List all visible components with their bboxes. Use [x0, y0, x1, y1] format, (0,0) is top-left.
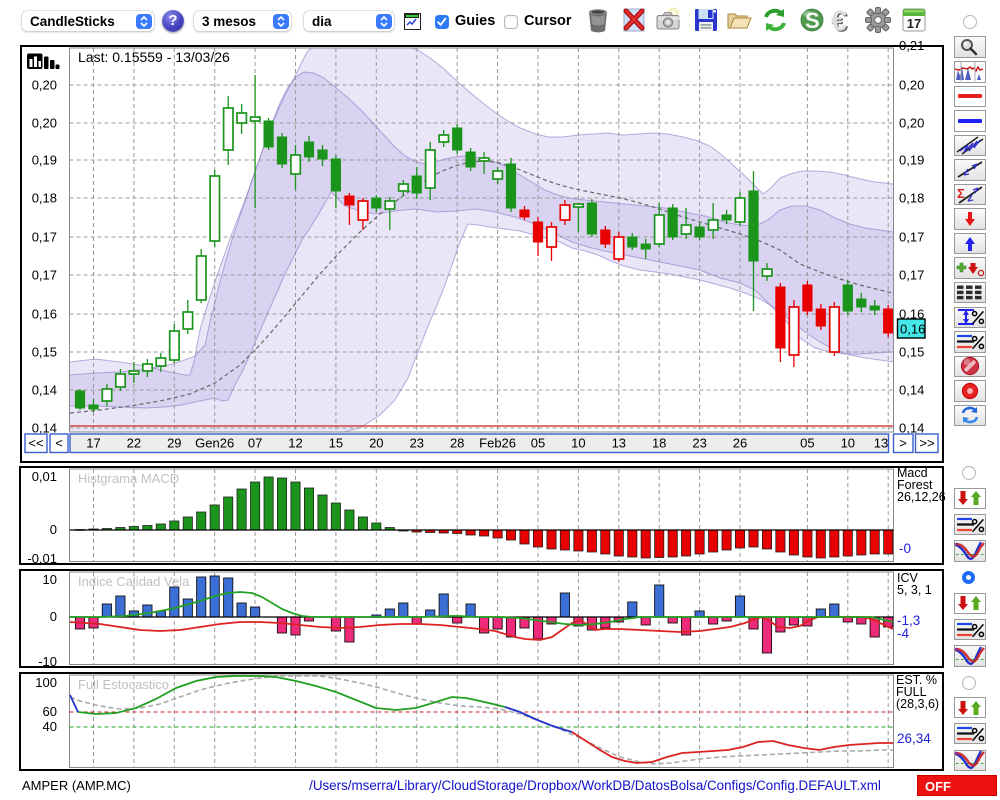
svg-text:26,34: 26,34	[897, 731, 931, 746]
svg-text:-1,3: -1,3	[897, 613, 920, 628]
svg-text:>: >	[899, 436, 907, 451]
svg-text:26: 26	[733, 436, 747, 451]
svg-text:ICV: ICV	[897, 571, 919, 585]
svg-text:€: €	[832, 7, 848, 33]
svg-text:Gen26: Gen26	[195, 436, 234, 451]
svg-text:12: 12	[288, 436, 302, 451]
svg-text:07: 07	[248, 436, 262, 451]
svg-text:(28,3,6): (28,3,6)	[896, 697, 939, 711]
svg-text:<: <	[55, 436, 63, 451]
svg-text:0,14: 0,14	[899, 383, 924, 398]
svg-text:S: S	[805, 8, 820, 33]
svg-text:-4: -4	[897, 626, 909, 641]
svg-text:-10: -10	[38, 654, 57, 669]
svg-text:29: 29	[167, 436, 181, 451]
svg-text:20: 20	[369, 436, 383, 451]
svg-text:0,17: 0,17	[32, 268, 57, 283]
svg-text:0,16: 0,16	[32, 307, 57, 322]
svg-text:0: 0	[50, 609, 57, 624]
svg-text:40: 40	[43, 719, 57, 734]
svg-text:0,20: 0,20	[899, 116, 924, 131]
svg-text:EST. %: EST. %	[896, 673, 937, 687]
svg-text:10: 10	[43, 572, 57, 587]
svg-text:28: 28	[450, 436, 464, 451]
svg-text:26,12,26: 26,12,26	[897, 490, 946, 504]
svg-text:15: 15	[329, 436, 343, 451]
svg-text:0,20: 0,20	[899, 78, 924, 93]
svg-text:0,19: 0,19	[899, 153, 924, 168]
svg-text:05: 05	[800, 436, 814, 451]
svg-text:0,01: 0,01	[32, 469, 57, 484]
svg-text:0,17: 0,17	[32, 230, 57, 245]
svg-text:Σ: Σ	[957, 186, 965, 201]
svg-text:0,20: 0,20	[32, 78, 57, 93]
svg-text:18: 18	[652, 436, 666, 451]
svg-text:05: 05	[531, 436, 545, 451]
svg-text:23: 23	[410, 436, 424, 451]
svg-text:10: 10	[841, 436, 855, 451]
svg-text:5, 3, 1: 5, 3, 1	[897, 583, 932, 597]
svg-text:0,14: 0,14	[32, 383, 57, 398]
svg-text:€: €	[831, 7, 847, 33]
svg-text:-0,01: -0,01	[27, 551, 57, 566]
svg-text:Last: 0.15559 - 13/03/26: Last: 0.15559 - 13/03/26	[78, 49, 230, 65]
svg-text:FULL: FULL	[896, 685, 927, 699]
svg-text:0,17: 0,17	[899, 230, 924, 245]
svg-text:0,19: 0,19	[32, 153, 57, 168]
svg-text:13: 13	[612, 436, 626, 451]
svg-text:Macd: Macd	[897, 466, 928, 480]
svg-text:-0: -0	[899, 541, 911, 556]
svg-text:0,16: 0,16	[900, 322, 925, 337]
svg-text:17: 17	[907, 16, 921, 31]
svg-text:17: 17	[86, 436, 100, 451]
svg-text:0,15: 0,15	[899, 345, 924, 360]
svg-text:0: 0	[50, 522, 57, 537]
svg-text:100: 100	[35, 675, 57, 690]
svg-text:22: 22	[127, 436, 141, 451]
svg-text:0,20: 0,20	[32, 116, 57, 131]
svg-text:0,17: 0,17	[899, 268, 924, 283]
svg-text:60: 60	[43, 704, 57, 719]
svg-text:0,16: 0,16	[899, 307, 924, 322]
svg-text:Feb26: Feb26	[479, 436, 516, 451]
svg-text:0,18: 0,18	[32, 191, 57, 206]
svg-text:0,18: 0,18	[899, 191, 924, 206]
svg-text:Full Estocastico: Full Estocastico	[78, 677, 169, 692]
svg-text:10: 10	[571, 436, 585, 451]
svg-text:Histgrama MACD: Histgrama MACD	[78, 471, 179, 486]
svg-text:23: 23	[692, 436, 706, 451]
svg-text:13: 13	[874, 436, 888, 451]
svg-text:>>: >>	[919, 436, 934, 451]
svg-text:<<: <<	[28, 436, 43, 451]
svg-text:Indice Calidad Vela: Indice Calidad Vela	[78, 574, 190, 589]
svg-text:0,15: 0,15	[32, 345, 57, 360]
svg-text:Forest: Forest	[897, 478, 933, 492]
svg-text:0,14: 0,14	[32, 421, 57, 436]
svg-text:0,14: 0,14	[899, 421, 924, 436]
